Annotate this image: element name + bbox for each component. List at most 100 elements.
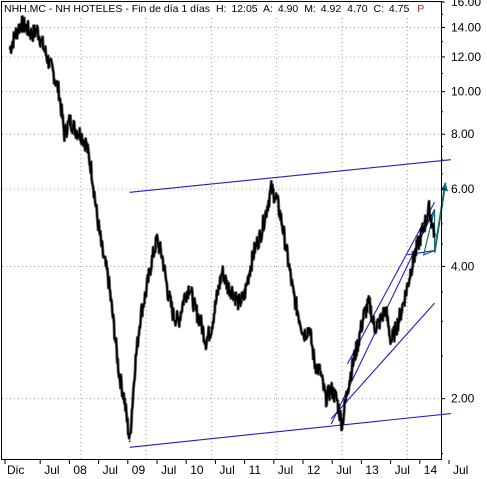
price-point (379, 320, 381, 323)
price-point (221, 270, 224, 273)
price-point (243, 296, 245, 299)
price-point (232, 291, 234, 293)
price-point (199, 320, 202, 323)
quote-c-label: C: (374, 3, 385, 15)
y-tick-label: 14.00 (451, 20, 481, 34)
title-period: Fin de día 1 días (132, 3, 210, 15)
price-point (286, 256, 289, 258)
price-point (411, 260, 414, 263)
x-tick-label: 09 (132, 463, 146, 477)
y-tick-label: 4.00 (451, 259, 475, 273)
price-point (226, 285, 229, 288)
price-point (216, 296, 218, 299)
price-point (384, 308, 387, 310)
quote-h-label: H: (216, 3, 227, 15)
price-point (14, 33, 17, 36)
x-tick-label: Jul (395, 463, 410, 477)
price-point (134, 363, 136, 365)
price-point (118, 371, 120, 373)
price-point (390, 340, 392, 343)
quote-a-value: 4.90 (278, 3, 299, 15)
price-point (417, 243, 420, 245)
price-point (281, 223, 283, 225)
price-point (395, 326, 398, 329)
x-tick-label: Jul (103, 463, 118, 477)
grid (2, 1, 441, 460)
price-point (69, 119, 71, 122)
price-point (248, 270, 251, 273)
price-point (90, 170, 93, 172)
price-point (341, 423, 343, 425)
x-tick-label: 14 (424, 463, 438, 477)
quote-c-value: 4.75 (389, 3, 410, 15)
price-point (324, 397, 327, 400)
flag-label: P (417, 3, 424, 15)
price-point (308, 326, 311, 329)
price-point (58, 90, 60, 93)
price-point (330, 388, 332, 391)
price-point (406, 285, 409, 288)
price-point (167, 291, 169, 293)
price-point (275, 198, 278, 200)
x-tick-label: 08 (73, 463, 87, 477)
series (8, 15, 437, 443)
price-point (139, 314, 142, 316)
y-tick-label: 12.00 (451, 50, 481, 64)
price-point (172, 314, 175, 316)
price-point (265, 211, 267, 214)
price-point (47, 59, 49, 61)
quote-m-value: 4.92 (321, 3, 342, 15)
price-point (368, 302, 371, 304)
price-point (85, 143, 88, 145)
y-tick-label: 2.00 (451, 392, 475, 406)
price-point (79, 133, 82, 136)
title-symbol: NHH.MC (4, 3, 46, 15)
x-tick-label: Jul (44, 463, 59, 477)
price-point (237, 302, 240, 304)
y-axis: 16.00 14.00 12.00 10.00 8.00 6.00 4.00 2.00 (441, 0, 481, 455)
price-point (112, 320, 115, 323)
price-point (259, 234, 262, 237)
x-tick-label: Jul (336, 463, 351, 477)
price-point (194, 308, 196, 310)
price-point (63, 133, 66, 136)
price-point (9, 48, 11, 50)
x-tick-label: 11 (249, 463, 262, 477)
price-point (161, 256, 164, 258)
price-point (177, 320, 180, 323)
price-point (123, 397, 126, 400)
x-tick-label: Jul (219, 463, 234, 477)
price-point (107, 275, 109, 278)
x-tick-label: Jul (453, 463, 468, 477)
price-point (74, 128, 77, 131)
title-background (2, 2, 434, 15)
price-point (314, 363, 316, 365)
price-point (52, 72, 55, 75)
quote-h-value: 12:05 (231, 3, 257, 15)
title-sep-2: - (125, 3, 131, 15)
price-point (156, 238, 158, 241)
price-point (101, 251, 104, 254)
price-point (428, 208, 430, 210)
price-point (373, 326, 376, 329)
trend-line (129, 159, 451, 193)
price-point (150, 260, 153, 263)
quote-low-value: 4.70 (347, 3, 368, 15)
price-point (128, 440, 131, 443)
x-tick-label: 10 (190, 463, 204, 477)
x-axis: Dic Jul 08 Jul 09 Jul 10 Jul 11 Jul 12 Jul 13 Jul 14 Ju… (4, 460, 468, 477)
trend-line (330, 302, 435, 420)
x-tick-label: 12 (307, 463, 321, 477)
price-point (25, 26, 28, 29)
price-point (319, 371, 322, 373)
quote-a-label: A: (263, 3, 273, 15)
projection-arrow-shaft (433, 182, 447, 253)
price-point (20, 22, 22, 25)
price-point (362, 314, 365, 316)
price-point (254, 247, 256, 250)
price-point (30, 33, 33, 36)
price-point (210, 326, 213, 329)
y-tick-label: 8.00 (451, 127, 475, 141)
price-point (205, 340, 207, 343)
